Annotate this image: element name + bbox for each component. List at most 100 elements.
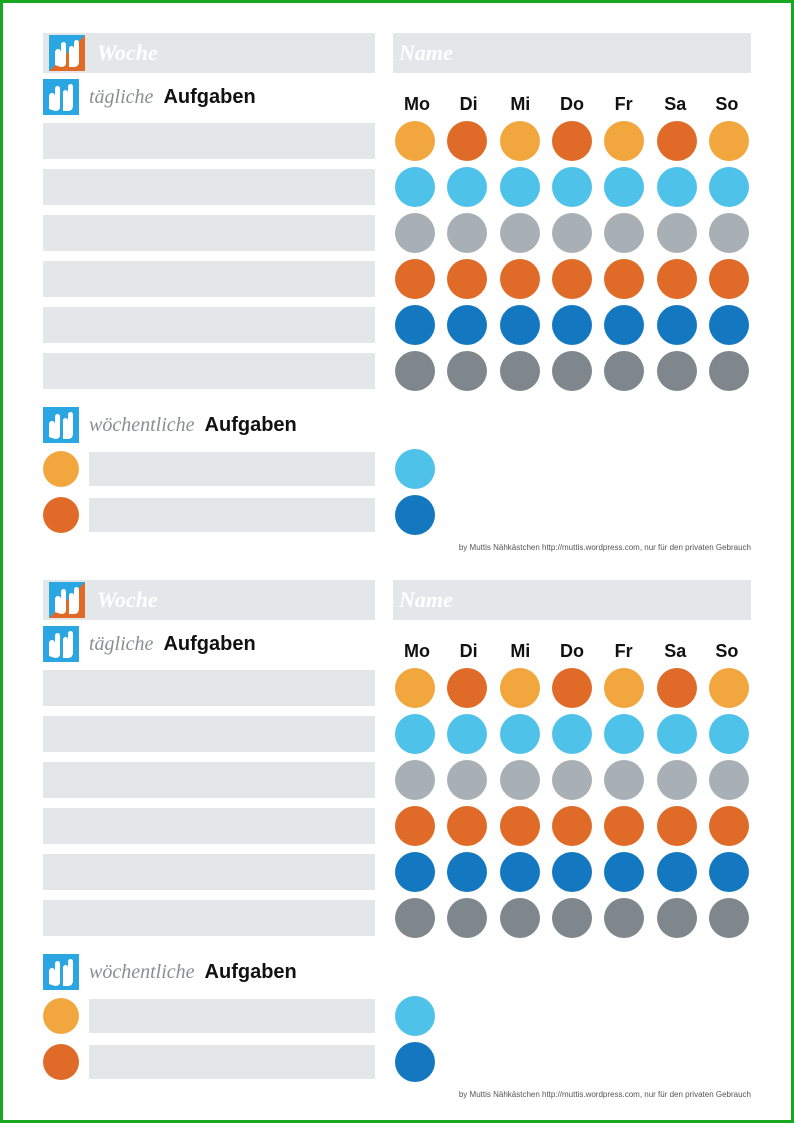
status-dot[interactable] [657,806,697,846]
status-dot[interactable] [604,213,644,253]
weekly-input-slot[interactable] [89,452,375,486]
status-dot[interactable] [709,852,749,892]
status-dot[interactable] [447,121,487,161]
status-dot[interactable] [500,259,540,299]
status-dot[interactable] [447,806,487,846]
status-dot[interactable] [552,898,592,938]
status-dot[interactable] [500,305,540,345]
status-dot[interactable] [447,213,487,253]
status-dot[interactable] [709,806,749,846]
status-dot[interactable] [500,167,540,207]
status-dot[interactable] [657,305,697,345]
status-dot[interactable] [552,760,592,800]
status-dot[interactable] [395,495,435,535]
status-dot[interactable] [604,806,644,846]
status-dot[interactable] [552,121,592,161]
status-dot[interactable] [604,305,644,345]
task-input-slot[interactable] [43,261,375,297]
status-dot[interactable] [709,305,749,345]
status-dot[interactable] [395,996,435,1036]
status-dot[interactable] [447,167,487,207]
status-dot[interactable] [709,898,749,938]
status-dot[interactable] [500,213,540,253]
task-input-slot[interactable] [43,123,375,159]
status-dot[interactable] [395,1042,435,1082]
status-dot[interactable] [500,806,540,846]
status-dot[interactable] [395,760,435,800]
status-dot[interactable] [709,259,749,299]
name-cell[interactable]: Name [393,580,751,620]
week-cell[interactable]: Woche [43,33,375,73]
task-input-slot[interactable] [43,353,375,389]
status-dot[interactable] [552,714,592,754]
weekly-input-slot[interactable] [89,1045,375,1079]
status-dot[interactable] [709,121,749,161]
status-dot[interactable] [447,898,487,938]
status-dot[interactable] [447,668,487,708]
status-dot[interactable] [657,760,697,800]
status-dot[interactable] [447,760,487,800]
status-dot[interactable] [552,167,592,207]
status-dot[interactable] [447,259,487,299]
status-dot[interactable] [604,852,644,892]
status-dot[interactable] [552,259,592,299]
status-dot[interactable] [395,449,435,489]
status-dot[interactable] [657,714,697,754]
task-input-slot[interactable] [43,762,375,798]
status-dot[interactable] [552,852,592,892]
status-dot[interactable] [709,167,749,207]
status-dot[interactable] [395,898,435,938]
name-cell[interactable]: Name [393,33,751,73]
status-dot[interactable] [395,852,435,892]
week-cell[interactable]: Woche [43,580,375,620]
weekly-input-slot[interactable] [89,999,375,1033]
status-dot[interactable] [657,898,697,938]
status-dot[interactable] [709,760,749,800]
status-dot[interactable] [604,259,644,299]
status-dot[interactable] [500,714,540,754]
status-dot[interactable] [604,167,644,207]
task-input-slot[interactable] [43,169,375,205]
status-dot[interactable] [447,305,487,345]
status-dot[interactable] [395,259,435,299]
status-dot[interactable] [709,714,749,754]
status-dot[interactable] [500,898,540,938]
status-dot[interactable] [552,305,592,345]
status-dot[interactable] [657,668,697,708]
status-dot[interactable] [447,714,487,754]
status-dot[interactable] [500,351,540,391]
status-dot[interactable] [395,668,435,708]
status-dot[interactable] [500,852,540,892]
status-dot[interactable] [447,351,487,391]
status-dot[interactable] [657,351,697,391]
task-input-slot[interactable] [43,854,375,890]
status-dot[interactable] [709,351,749,391]
task-input-slot[interactable] [43,215,375,251]
status-dot[interactable] [395,714,435,754]
status-dot[interactable] [552,213,592,253]
status-dot[interactable] [500,760,540,800]
status-dot[interactable] [552,806,592,846]
status-dot[interactable] [657,259,697,299]
status-dot[interactable] [604,898,644,938]
status-dot[interactable] [604,121,644,161]
status-dot[interactable] [709,668,749,708]
status-dot[interactable] [395,351,435,391]
status-dot[interactable] [657,121,697,161]
status-dot[interactable] [500,121,540,161]
status-dot[interactable] [604,714,644,754]
task-input-slot[interactable] [43,808,375,844]
task-input-slot[interactable] [43,670,375,706]
status-dot[interactable] [657,167,697,207]
status-dot[interactable] [657,213,697,253]
status-dot[interactable] [552,351,592,391]
status-dot[interactable] [395,213,435,253]
status-dot[interactable] [552,668,592,708]
status-dot[interactable] [604,760,644,800]
status-dot[interactable] [447,852,487,892]
status-dot[interactable] [604,668,644,708]
task-input-slot[interactable] [43,716,375,752]
status-dot[interactable] [395,806,435,846]
task-input-slot[interactable] [43,900,375,936]
status-dot[interactable] [657,852,697,892]
